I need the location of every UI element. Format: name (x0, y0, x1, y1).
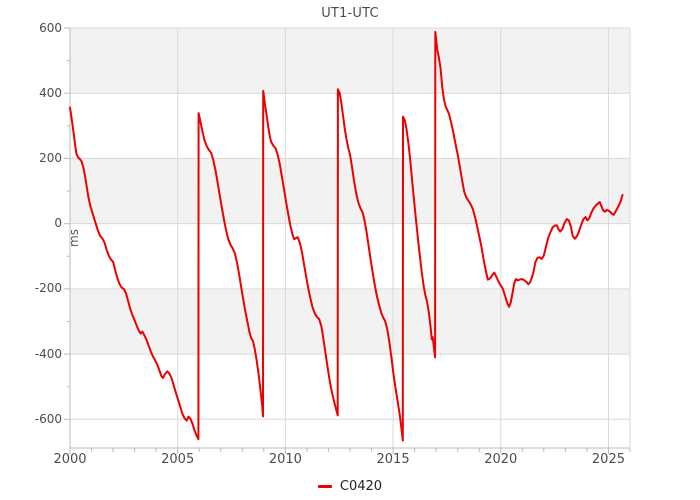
x-tick-label: 2025 (591, 452, 625, 467)
chart-title: UT1-UTC (321, 6, 379, 21)
y-tick-label: -600 (34, 411, 62, 426)
y-tick-label: 600 (39, 20, 62, 35)
series-color-swatch (317, 484, 332, 488)
gridlines (70, 28, 630, 448)
x-tick-label: 2010 (268, 452, 302, 467)
y-tick-label: -200 (34, 281, 62, 296)
y-tick-label: -400 (34, 346, 62, 361)
axis-ticks (64, 27, 631, 454)
legend: C0420 (70, 477, 630, 495)
y-tick-label: 0 (54, 216, 62, 231)
series-line (69, 30, 624, 442)
plot-band (70, 158, 630, 224)
y-tick-label: 200 (39, 150, 62, 165)
plot-area[interactable] (64, 27, 631, 454)
plot-band (70, 288, 630, 355)
plot-bands (70, 28, 630, 355)
x-tick-label: 2000 (53, 452, 87, 467)
x-tick-label: 2005 (161, 452, 195, 467)
x-tick-label: 2015 (376, 452, 410, 467)
legend-item-c0420[interactable]: C0420 (317, 478, 383, 494)
x-tick-label: 2020 (484, 452, 518, 467)
series-path-c0420 (69, 30, 624, 442)
y-tick-label: 400 (39, 85, 62, 100)
y-axis-label: ms (67, 229, 81, 247)
plot-band (70, 28, 630, 94)
legend-series-label: C0420 (339, 478, 383, 494)
